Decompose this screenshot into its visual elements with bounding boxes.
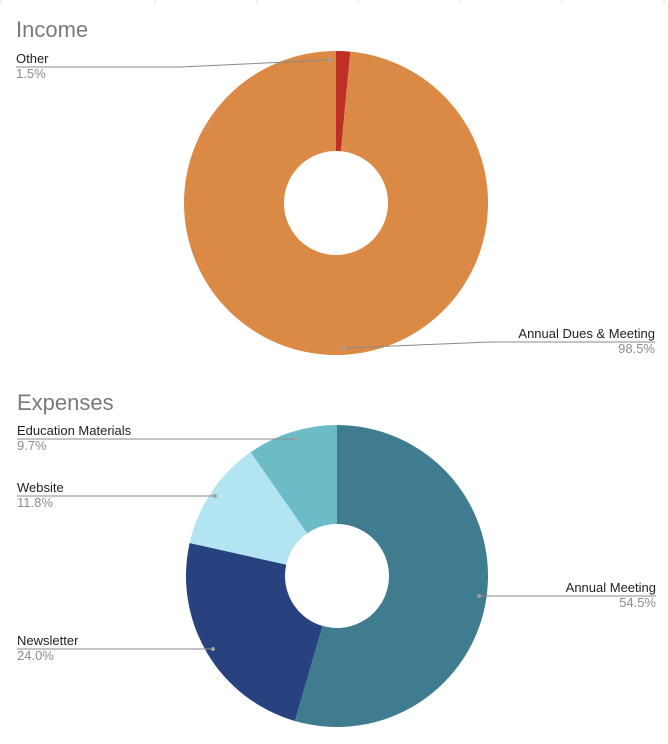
income-slice-other bbox=[336, 51, 351, 152]
expenses-slice-education-materials bbox=[250, 425, 337, 534]
expenses-leader-dot-newsletter bbox=[211, 647, 215, 651]
expenses-label-education: Education Materials 9.7% bbox=[17, 423, 298, 453]
expenses-slice-percent: 11.8% bbox=[17, 495, 53, 510]
income-slice-name: Other bbox=[16, 51, 49, 66]
expenses-leader-dot-education bbox=[294, 437, 298, 441]
expenses-slice-name: Newsletter bbox=[17, 633, 79, 648]
expenses-leader-dot-annual-meeting bbox=[477, 594, 481, 598]
expenses-slice-name: Website bbox=[17, 480, 64, 495]
expenses-slice-name: Education Materials bbox=[17, 423, 132, 438]
expenses-chart-title: Expenses bbox=[17, 390, 114, 415]
expenses-slice-newsletter bbox=[186, 543, 323, 722]
income-leader-annual-dues bbox=[343, 341, 655, 349]
income-leader-dot-other bbox=[328, 58, 332, 62]
expenses-label-annual-meeting: Annual Meeting 54.5% bbox=[477, 580, 656, 610]
income-leader-other bbox=[16, 59, 331, 68]
income-label-annual-dues: Annual Dues & Meeting 98.5% bbox=[342, 326, 655, 356]
income-chart: Income Other 1.5% Annual Dues & Meeting … bbox=[16, 17, 655, 356]
expenses-slice-name: Annual Meeting bbox=[566, 580, 656, 595]
expenses-slice-percent: 9.7% bbox=[17, 438, 47, 453]
expenses-slice-website bbox=[189, 452, 308, 565]
income-chart-title: Income bbox=[16, 17, 88, 42]
income-slice-name: Annual Dues & Meeting bbox=[518, 326, 655, 341]
expenses-leader-dot-website bbox=[213, 494, 217, 498]
expenses-label-website: Website 11.8% bbox=[17, 480, 217, 510]
income-slice-percent: 98.5% bbox=[618, 341, 655, 356]
expenses-slice-annual-meeting bbox=[294, 425, 488, 727]
top-gridline-ticks bbox=[0, 0, 665, 4]
income-slice-percent: 1.5% bbox=[16, 66, 46, 81]
income-label-other: Other 1.5% bbox=[16, 51, 332, 81]
income-slice-annual-dues-meeting bbox=[184, 51, 489, 355]
expenses-donut bbox=[186, 425, 488, 727]
income-donut bbox=[184, 51, 489, 355]
expenses-label-newsletter: Newsletter 24.0% bbox=[17, 633, 215, 663]
income-leader-dot-annual-dues bbox=[342, 346, 346, 350]
expenses-chart: Expenses Education Materials 9.7% Websit… bbox=[17, 390, 656, 727]
expenses-slice-percent: 54.5% bbox=[619, 595, 656, 610]
expenses-slice-percent: 24.0% bbox=[17, 648, 54, 663]
